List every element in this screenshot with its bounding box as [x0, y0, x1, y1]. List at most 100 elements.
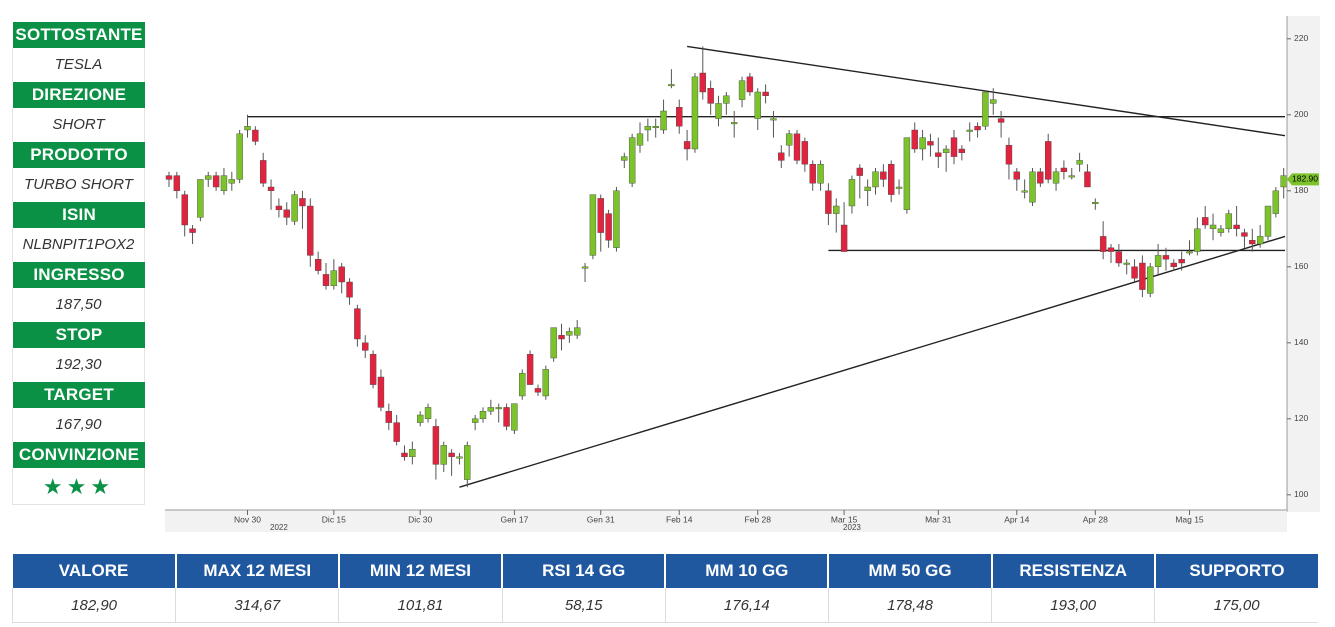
candle-body [1194, 228, 1201, 252]
candle-body [416, 414, 424, 423]
candle-body [369, 354, 377, 385]
candle-body [511, 403, 518, 431]
y-tick-label: 120 [1294, 413, 1308, 423]
stop-label: STOP [13, 322, 145, 348]
candle-body [385, 411, 393, 423]
candle-body [440, 445, 447, 465]
x-tick-label: Mar 15 [831, 514, 858, 524]
header-resistance: RESISTENZA [991, 554, 1156, 588]
price-chart: 100 120 140 160 180 200 220 Nov 30 Dic 15 Dic 30… [165, 16, 1320, 532]
candle-body [1201, 217, 1209, 226]
candle-body [731, 122, 738, 125]
candle-body [165, 175, 173, 180]
x-tick-label: Nov 30 [234, 514, 261, 524]
candle-body [409, 449, 416, 458]
candle-body [1256, 236, 1264, 245]
sidebar-row-conviction: CONVINZIONE ★★★ [12, 442, 145, 505]
sidebar-row-stop: STOP 192,30 [12, 322, 145, 382]
candle-body [754, 91, 761, 119]
candle-body [950, 137, 958, 157]
candle-body [550, 327, 557, 359]
candle-body [1280, 175, 1287, 188]
candle-body [377, 376, 385, 408]
x-axis-panel [165, 510, 1287, 532]
isin-value: NLBNPIT1POX2 [12, 228, 145, 262]
candle-body [676, 106, 683, 127]
candle-body [668, 84, 675, 87]
candle-body [228, 179, 235, 184]
cell-support: 175,00 [1154, 588, 1318, 623]
candle-body [487, 407, 495, 412]
candle-body [1264, 205, 1272, 237]
conviction-label: CONVINZIONE [13, 442, 145, 468]
candle-body [1021, 190, 1028, 193]
candle-body [1209, 224, 1217, 229]
candle-body [267, 186, 275, 191]
candle-body [581, 266, 589, 269]
candle-body [660, 110, 667, 131]
candle-body [699, 72, 706, 93]
candle-body [424, 407, 432, 419]
x-year-label: 2023 [843, 523, 861, 532]
candle-body [534, 388, 542, 393]
header-value: VALORE [12, 554, 177, 588]
candle-body [746, 76, 754, 93]
last-price-label: 182.90 [1292, 174, 1318, 184]
candle-body [982, 91, 989, 127]
candle-body [636, 133, 644, 146]
header-max-12m: MAX 12 MESI [175, 554, 340, 588]
candle-body [1037, 171, 1044, 184]
candle-body [872, 171, 879, 188]
candle-body [1225, 213, 1232, 230]
underlying-label: SOTTOSTANTE [13, 22, 145, 48]
signal-sidebar: SOTTOSTANTE TESLA DIREZIONE SHORT PRODOT… [12, 22, 145, 505]
trend-line [686, 45, 1286, 137]
header-mm-50: MM 50 GG [828, 554, 993, 588]
product-label: PRODOTTO [13, 142, 145, 168]
candle-body [707, 87, 714, 104]
candle-body [621, 156, 628, 161]
stop-value: 192,30 [12, 348, 145, 382]
candle-body [393, 422, 400, 442]
candle-body [1170, 262, 1177, 267]
candle-body [212, 175, 220, 188]
y-tick-label: 140 [1294, 337, 1308, 347]
candle-body [1099, 236, 1107, 252]
candle-body [825, 190, 832, 214]
candle-body [1272, 190, 1280, 214]
candle-body [519, 373, 526, 397]
x-tick-label: Gen 17 [500, 514, 528, 524]
candle-body [715, 103, 722, 119]
candle-body [880, 171, 887, 180]
candle-body [1154, 255, 1162, 267]
candle-body [330, 270, 338, 287]
header-rsi-14: RSI 14 GG [502, 554, 667, 588]
candle-body [283, 209, 290, 218]
target-value: 167,90 [12, 408, 145, 442]
x-axis: Nov 30 Dic 15 Dic 30 Gen 17 Gen 31 Feb 14 Feb … [165, 509, 1287, 532]
x-tick-label: Gen 31 [587, 514, 615, 524]
candle-body [1178, 258, 1185, 264]
candle-body [291, 194, 298, 222]
candle-body [401, 452, 408, 457]
last-price-tag-shape [1287, 173, 1319, 186]
conviction-stars: ★★★ [12, 468, 145, 505]
candle-body [903, 137, 911, 210]
candle-body [197, 179, 204, 218]
candle-body [244, 125, 251, 131]
candle-body [935, 152, 942, 157]
candle-body [456, 456, 463, 459]
sidebar-row-direction: DIREZIONE SHORT [12, 82, 145, 142]
candle-body [299, 198, 306, 207]
sidebar-row-underlying: SOTTOSTANTE TESLA [12, 22, 145, 82]
sidebar-row-product: PRODOTTO TURBO SHORT [12, 142, 145, 202]
x-tick-label: Feb 28 [745, 514, 772, 524]
sidebar-row-isin: ISIN NLBNPIT1POX2 [12, 202, 145, 262]
y-tick-label: 160 [1294, 261, 1308, 271]
y-tick-label: 180 [1294, 185, 1308, 195]
candle-body [181, 194, 188, 226]
candle-body [1092, 201, 1099, 204]
indicators-table: VALORE MAX 12 MESI MIN 12 MESI RSI 14 GG… [11, 554, 1318, 623]
target-label: TARGET [13, 382, 145, 408]
cell-resistance: 193,00 [991, 588, 1156, 623]
